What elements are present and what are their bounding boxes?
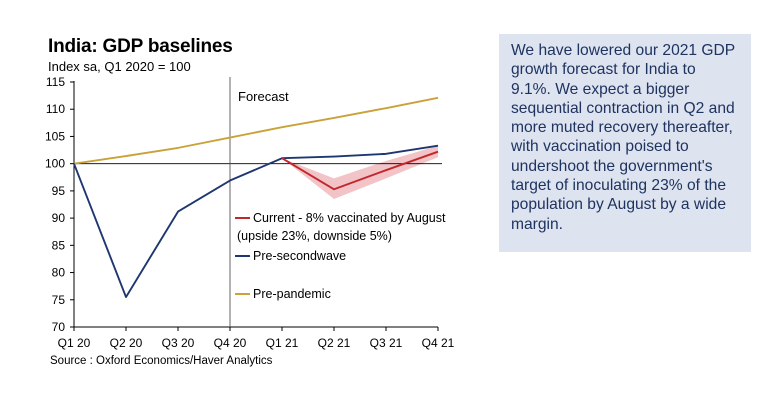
y-tick-label: 85 bbox=[52, 238, 66, 252]
y-tick-label: 75 bbox=[52, 293, 66, 307]
gdp-line-chart: 70 75 80 85 90 95 100 105 110 115 Q1 20 Q2 20 Q3 20 Q… bbox=[45, 75, 455, 350]
commentary-box: We have lowered our 2021 GDP growth fore… bbox=[499, 34, 751, 252]
legend-label-current: Current - 8% vaccinated by August bbox=[253, 211, 446, 225]
x-tick-label: Q1 20 bbox=[58, 336, 91, 350]
legend-label-pre-pandemic: Pre-pandemic bbox=[253, 287, 331, 301]
y-tick-label: 105 bbox=[45, 129, 65, 143]
series-line-pre-pandemic bbox=[73, 96, 439, 165]
source-note: Source : Oxford Economics/Haver Analytic… bbox=[50, 355, 273, 367]
legend-label-pre-secondwave: Pre-secondwave bbox=[253, 249, 346, 263]
x-tick-label: Q3 21 bbox=[370, 336, 403, 350]
series-line-current bbox=[281, 150, 439, 191]
y-tick-label: 80 bbox=[52, 266, 66, 280]
x-tick-label: Q4 21 bbox=[422, 336, 455, 350]
x-tick-label: Q2 20 bbox=[110, 336, 143, 350]
x-tick-label: Q3 20 bbox=[162, 336, 195, 350]
legend-label-current-detail: (upside 23%, downside 5%) bbox=[237, 229, 392, 243]
commentary-text: We have lowered our 2021 GDP growth fore… bbox=[511, 42, 735, 233]
forecast-label: Forecast bbox=[238, 89, 289, 104]
x-tick-label: Q1 21 bbox=[266, 336, 299, 350]
x-tick-label: Q2 21 bbox=[318, 336, 351, 350]
forecast-uncertainty-band bbox=[282, 145, 438, 200]
x-tick-label: Q4 20 bbox=[214, 336, 247, 350]
chart-subtitle: Index sa, Q1 2020 = 100 bbox=[48, 59, 191, 74]
chart-title: India: GDP baselines bbox=[48, 36, 233, 57]
y-tick-label: 110 bbox=[46, 102, 65, 116]
series-line-pre-secondwave bbox=[73, 144, 439, 299]
y-tick-label: 90 bbox=[52, 211, 66, 225]
y-tick-label: 70 bbox=[52, 320, 66, 334]
y-tick-label: 95 bbox=[52, 184, 66, 198]
y-tick-label: 100 bbox=[45, 157, 65, 171]
y-tick-label: 115 bbox=[46, 75, 65, 89]
